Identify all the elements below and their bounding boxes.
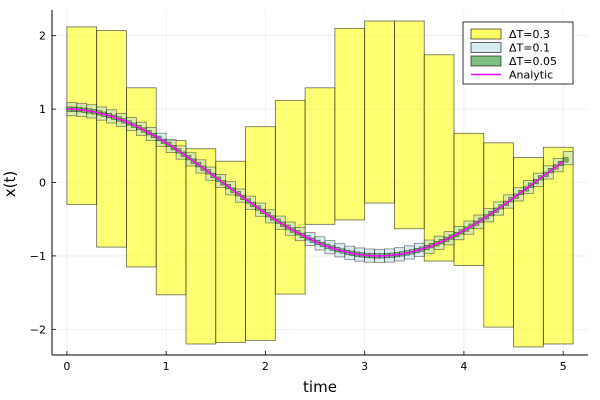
legend-swatch-t-0-1 xyxy=(470,42,502,53)
series-1-bar xyxy=(483,142,514,328)
x-tick-label: 5 xyxy=(560,360,567,373)
y-tick-label: 0 xyxy=(39,177,46,190)
ticks: 0 1 2 3 4 5 −2 −1 0 1 2 xyxy=(30,30,567,373)
series-1-bar xyxy=(245,126,276,341)
legend-label-analytic: Analytic xyxy=(509,69,553,82)
x-tick-label: 1 xyxy=(163,360,170,373)
legend-swatch-t-0-3 xyxy=(470,28,502,40)
series-1-bar xyxy=(334,27,366,221)
legend-label-t-0-05: ΔT=0.05 xyxy=(509,55,557,68)
y-axis-label: x(t) xyxy=(1,171,19,197)
series-1-bar xyxy=(126,87,157,268)
x-tick-label: 0 xyxy=(63,360,70,373)
x-tick-label: 4 xyxy=(460,360,467,373)
x-tick-label: 2 xyxy=(262,360,269,373)
series-1-bar xyxy=(453,132,485,266)
series-1-bar xyxy=(274,99,306,295)
series-lines xyxy=(66,108,564,257)
series-1-bar xyxy=(304,87,336,225)
x-axis-label: time xyxy=(303,378,337,396)
series-1-bar xyxy=(185,148,217,345)
series-1-bar xyxy=(155,140,187,296)
y-tick-label: −2 xyxy=(30,323,46,336)
legend-swatch-t-0-05 xyxy=(470,55,502,67)
series-3-bar xyxy=(562,157,569,163)
series-1-bar xyxy=(394,20,425,230)
y-tick-label: 1 xyxy=(39,103,46,116)
y-tick-label: −1 xyxy=(30,250,46,263)
series-1-bar xyxy=(423,54,455,262)
series-1-bar xyxy=(96,30,127,248)
y-tick-label: 2 xyxy=(39,30,46,43)
legend-label-t-0-1: ΔT=0.1 xyxy=(509,42,550,55)
series-1-bar xyxy=(364,20,395,204)
series-1-bar xyxy=(542,146,574,345)
x-tick-label: 3 xyxy=(361,360,368,373)
analytic-line xyxy=(66,108,564,257)
legend-label-t-0-3: ΔT=0.3 xyxy=(509,28,550,41)
